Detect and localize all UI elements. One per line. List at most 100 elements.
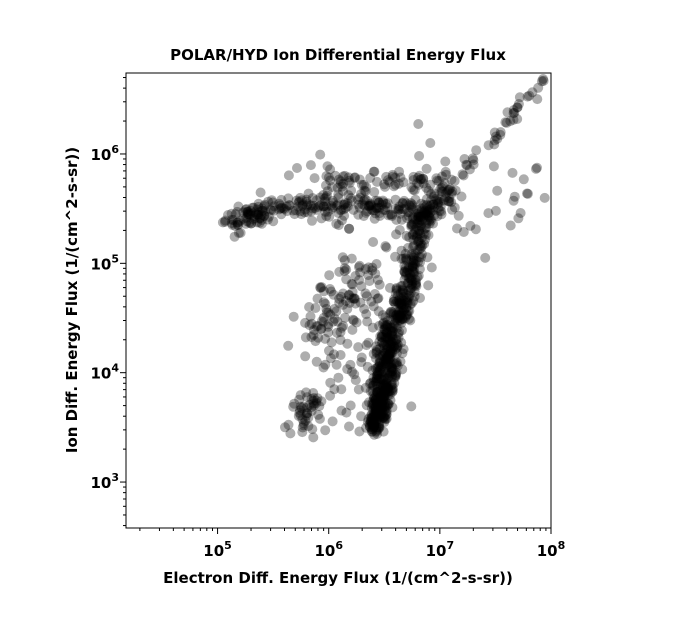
- data-point: [342, 201, 353, 212]
- data-point: [369, 213, 380, 224]
- data-point: [380, 398, 390, 409]
- data-point: [379, 413, 390, 424]
- data-point: [368, 372, 379, 383]
- data-point: [387, 387, 398, 397]
- data-point: [294, 407, 305, 418]
- data-point: [415, 220, 426, 231]
- data-point: [269, 201, 280, 212]
- data-point: [255, 187, 266, 198]
- data-point: [390, 369, 401, 380]
- data-point: [387, 169, 398, 180]
- data-point: [308, 400, 319, 411]
- data-point: [370, 394, 381, 405]
- data-point: [373, 399, 384, 410]
- data-point: [232, 206, 243, 217]
- data-point: [378, 413, 389, 424]
- data-point: [404, 273, 415, 283]
- data-point: [313, 409, 324, 420]
- data-point: [386, 211, 397, 222]
- data-point: [256, 215, 267, 225]
- data-point: [390, 288, 401, 299]
- data-point: [342, 304, 353, 314]
- data-point: [335, 350, 346, 360]
- data-point: [421, 219, 432, 230]
- data-point: [372, 363, 383, 373]
- data-point: [380, 390, 391, 401]
- data-point: [382, 368, 393, 379]
- data-point: [284, 200, 295, 211]
- data-point: [405, 269, 416, 280]
- data-point: [489, 139, 500, 150]
- data-point: [372, 414, 383, 425]
- data-point: [349, 369, 360, 380]
- data-point: [373, 306, 384, 317]
- data-point: [356, 352, 367, 363]
- data-point: [323, 327, 334, 338]
- data-point: [311, 356, 322, 367]
- data-point: [387, 384, 398, 395]
- data-point: [422, 252, 433, 263]
- data-point: [371, 389, 382, 400]
- y-axis: 103 104 105 106: [90, 77, 126, 527]
- data-point: [395, 172, 406, 183]
- data-point: [522, 188, 533, 199]
- data-point: [408, 184, 419, 195]
- data-point: [420, 205, 431, 216]
- data-point: [399, 299, 410, 310]
- x-axis: 105 106 107 108: [139, 528, 565, 560]
- data-point: [378, 395, 389, 406]
- data-point: [393, 178, 404, 189]
- data-point: [403, 306, 414, 317]
- data-point: [338, 178, 349, 189]
- data-point: [423, 210, 434, 221]
- data-point: [356, 188, 367, 199]
- data-point: [316, 323, 327, 334]
- data-point: [471, 145, 482, 156]
- data-point: [389, 341, 399, 352]
- data-point: [354, 262, 364, 273]
- data-point: [367, 365, 378, 376]
- data-point: [392, 360, 403, 371]
- data-point: [347, 366, 357, 377]
- data-point: [376, 405, 387, 416]
- data-point: [355, 267, 366, 278]
- data-point: [336, 291, 347, 302]
- data-point: [406, 275, 417, 286]
- data-point: [380, 403, 391, 414]
- data-point: [322, 161, 333, 172]
- data-point: [325, 353, 336, 364]
- data-point: [285, 428, 296, 439]
- data-point: [488, 161, 499, 172]
- data-point: [344, 297, 355, 308]
- data-point: [371, 377, 382, 388]
- data-point: [332, 327, 342, 338]
- data-point: [421, 163, 432, 174]
- data-point: [369, 419, 380, 430]
- data-point: [452, 223, 462, 234]
- data-point: [414, 151, 425, 161]
- data-point: [374, 405, 385, 415]
- data-point: [416, 198, 427, 209]
- data-point: [374, 361, 385, 372]
- data-point: [414, 225, 425, 236]
- data-point: [407, 219, 418, 230]
- data-point: [367, 412, 378, 423]
- data-point: [379, 324, 390, 335]
- data-point: [346, 195, 357, 206]
- data-point: [379, 405, 389, 416]
- data-point: [376, 329, 387, 340]
- data-point: [347, 286, 358, 297]
- data-point: [436, 183, 447, 193]
- data-point: [361, 400, 372, 411]
- data-point: [296, 209, 307, 220]
- data-point: [318, 190, 329, 200]
- data-point: [385, 346, 396, 357]
- data-point: [372, 424, 383, 435]
- data-point: [266, 195, 277, 206]
- data-point: [374, 408, 385, 419]
- data-point: [394, 293, 405, 303]
- data-point: [414, 244, 425, 255]
- data-point: [367, 413, 378, 424]
- data-point: [371, 371, 382, 382]
- data-point: [392, 342, 403, 353]
